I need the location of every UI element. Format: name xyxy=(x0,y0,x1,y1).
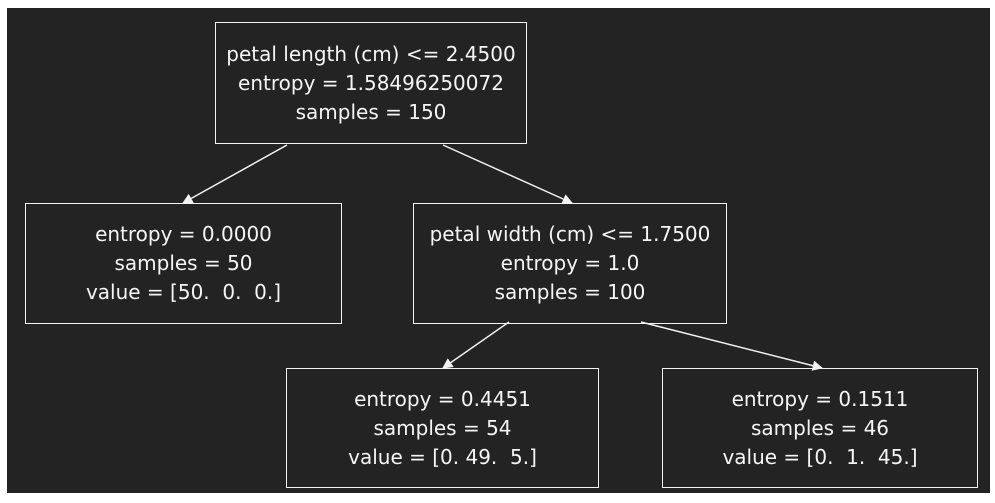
node-value: value = [0. 49. 5.] xyxy=(348,444,537,469)
node-value: value = [0. 1. 45.] xyxy=(722,444,918,469)
tree-node-leaf-4: entropy = 0.1511 samples = 46 value = [0… xyxy=(662,368,978,488)
node-samples: samples = 46 xyxy=(750,415,890,440)
node-samples: samples = 50 xyxy=(114,251,253,275)
node-value: value = [50. 0. 0.] xyxy=(85,280,282,304)
node-entropy: entropy = 0.0000 xyxy=(95,222,272,246)
node-entropy: entropy = 1.58496250072 xyxy=(238,70,504,95)
node-entropy: entropy = 0.1511 xyxy=(731,386,909,411)
diagram-canvas xyxy=(7,8,990,493)
node-entropy: entropy = 1.0 xyxy=(500,251,640,275)
tree-node-left-leaf: entropy = 0.0000 samples = 50 value = [5… xyxy=(25,203,342,324)
node-samples: samples = 54 xyxy=(373,415,512,440)
node-condition: petal length (cm) <= 2.4500 xyxy=(226,41,516,66)
tree-node-root: petal length (cm) <= 2.4500 entropy = 1.… xyxy=(215,22,527,144)
tree-node-leaf-3: entropy = 0.4451 samples = 54 value = [0… xyxy=(286,368,599,488)
node-entropy: entropy = 0.4451 xyxy=(354,386,531,411)
node-condition: petal width (cm) <= 1.7500 xyxy=(429,222,711,246)
node-samples: samples = 150 xyxy=(295,99,447,124)
tree-node-right-split: petal width (cm) <= 1.7500 entropy = 1.0… xyxy=(413,203,727,324)
node-samples: samples = 100 xyxy=(494,280,646,304)
